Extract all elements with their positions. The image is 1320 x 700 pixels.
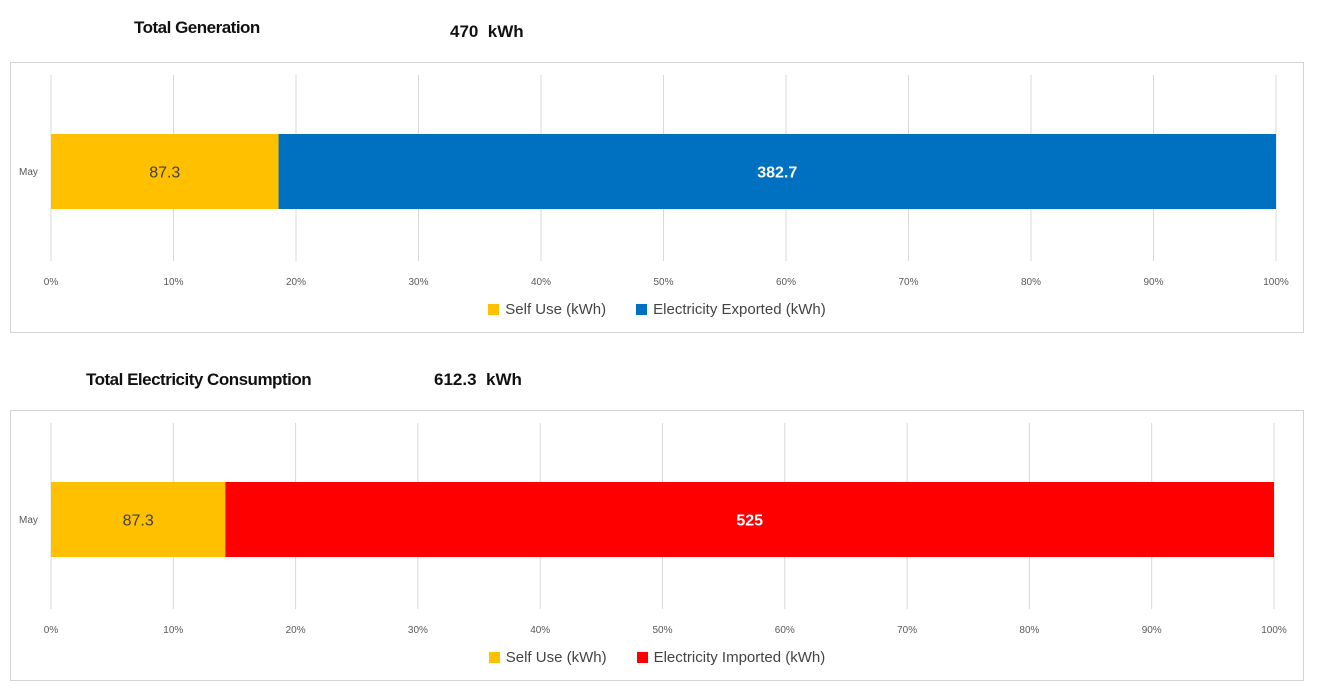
legend-item-self-use: Self Use (kWh) xyxy=(488,649,607,666)
bar-segment xyxy=(225,482,1275,557)
x-tick-label: 70% xyxy=(898,277,918,288)
bar-data-label: 87.3 xyxy=(149,165,180,182)
legend-swatch-self-use xyxy=(488,652,500,663)
x-tick-label: 100% xyxy=(1261,625,1287,636)
consumption-chart-legend: Self Use (kWh) Electricity Imported (kWh… xyxy=(11,649,1303,666)
y-category-label: May xyxy=(19,167,38,178)
generation-chart: 0% 10% 20% 30% 40% 50% 60% 70% 80% 90% 100% May 87.3… xyxy=(10,62,1304,333)
x-tick-label: 100% xyxy=(1263,277,1289,288)
x-tick-label: 50% xyxy=(653,277,673,288)
x-tick-label: 10% xyxy=(163,625,183,636)
legend-label-exported: Electricity Exported (kWh) xyxy=(653,301,826,318)
legend-label-imported: Electricity Imported (kWh) xyxy=(653,649,826,666)
bar-data-label: 87.3 xyxy=(123,513,154,530)
x-tick-label: 40% xyxy=(531,277,551,288)
x-tick-label: 60% xyxy=(775,625,795,636)
chart-1-title: Total Generation xyxy=(134,18,260,37)
x-tick-label: 30% xyxy=(408,277,428,288)
x-tick-label: 80% xyxy=(1019,625,1039,636)
x-tick-label: 70% xyxy=(897,625,917,636)
x-tick-label: 40% xyxy=(530,625,550,636)
bar-data-label: 525 xyxy=(736,513,763,530)
x-tick-label: 20% xyxy=(286,625,306,636)
x-tick-label: 80% xyxy=(1021,277,1041,288)
x-tick-label: 20% xyxy=(286,277,306,288)
bar-segment xyxy=(51,482,226,557)
bar-segment xyxy=(278,134,1276,209)
y-category-label: May xyxy=(19,515,38,526)
bar-data-label: 382.7 xyxy=(757,165,797,182)
legend-swatch-imported xyxy=(636,652,648,663)
x-tick-label: 90% xyxy=(1143,277,1163,288)
consumption-chart: 0% 10% 20% 30% 40% 50% 60% 70% 80% 90% 100% May 87.3… xyxy=(10,410,1304,681)
legend-swatch-self-use xyxy=(488,304,500,315)
x-tick-label: 10% xyxy=(163,277,183,288)
generation-chart-legend: Self Use (kWh) Electricity Exported (kWh… xyxy=(11,301,1303,318)
x-tick-label: 50% xyxy=(652,625,672,636)
x-tick-label: 60% xyxy=(776,277,796,288)
consumption-chart-plot: 0% 10% 20% 30% 40% 50% 60% 70% 80% 90% 100% May 87.3… xyxy=(19,423,1287,636)
x-tick-label: 30% xyxy=(408,625,428,636)
legend-item-exported: Electricity Exported (kWh) xyxy=(636,301,826,318)
bar-segment xyxy=(51,134,279,209)
legend-swatch-exported xyxy=(636,304,648,315)
chart-1-total: 470 kWh xyxy=(450,22,524,41)
chart-2-total: 612.3 kWh xyxy=(434,370,522,389)
chart-2-title: Total Electricity Consumption xyxy=(86,370,312,389)
generation-chart-plot: 0% 10% 20% 30% 40% 50% 60% 70% 80% 90% 100% May 87.3… xyxy=(19,75,1289,288)
legend-label-self-use: Self Use (kWh) xyxy=(505,301,607,318)
legend-label-self-use: Self Use (kWh) xyxy=(505,649,607,666)
x-tick-label: 0% xyxy=(44,625,59,636)
legend-item-imported: Electricity Imported (kWh) xyxy=(636,649,826,666)
x-tick-label: 90% xyxy=(1142,625,1162,636)
legend-item-self-use: Self Use (kWh) xyxy=(488,301,606,318)
x-tick-label: 0% xyxy=(44,277,59,288)
